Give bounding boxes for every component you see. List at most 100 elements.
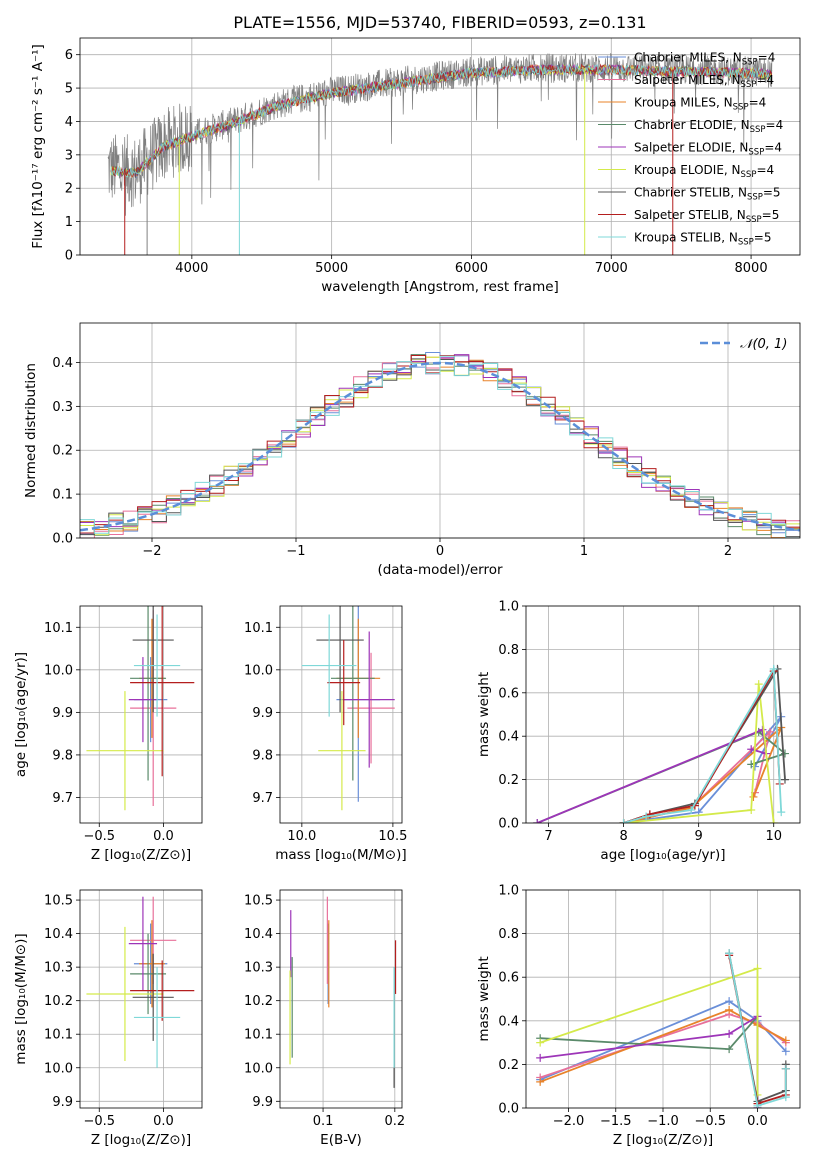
y-tick-label: 0.3 [52,400,73,415]
legend-tail: =4 [764,141,782,155]
legend-label: Kroupa STELIB, NSSP=5 [634,231,772,248]
plot-mass_vs_Z: −0.5 0.0 9.9 10.0 10.1 10.2 10.3 10.4 10.5 Z [log… [13,889,203,1148]
ticks: −2 −1 0 1 2 0.0 0.1 0.2 0.3 0.4 [52,356,732,559]
legend-label: 𝒩(0, 1) [740,337,787,352]
spectrum-model-kroupa_stelib [110,63,773,178]
weight-marker-kroupa_stelib [777,808,786,817]
x-tick-label: −1.0 [647,1114,679,1129]
legend-text: Chabrier STELIB, N [634,186,747,200]
x-axis-label: (data-model)/error [377,562,503,578]
grid [80,890,202,1108]
weight-marker-kroupa_stelib [687,805,696,814]
y-tick-label: 0.0 [498,817,519,832]
y-tick-label: 0.2 [52,444,73,459]
y-tick-label: 3 [65,148,73,163]
y-tick-label: 10.5 [44,894,73,909]
weight-marker-kroupa_stelib [781,1064,790,1073]
figure-title: PLATE=1556, MJD=53740, FIBERID=0593, z=0… [233,13,646,32]
y-tick-label: 10.3 [44,961,73,976]
legend-text: Kroupa ELODIE, N [634,163,741,177]
y-tick-label: 0.0 [52,532,73,547]
y-tick-label: 0.1 [52,488,73,503]
x-tick-label: 0 [436,544,444,559]
weight-marker-kroupa_stelib [619,819,628,823]
y-tick-label: 9.7 [252,791,273,806]
x-tick-label: 0.0 [153,1114,174,1129]
weight-marker-kroupa_stelib [725,949,734,958]
y-tick-label: 9.8 [52,748,73,763]
y-axis-label: Normed distribution [23,363,39,498]
ticks: −0.5 0.0 9.9 10.0 10.1 10.2 10.3 10.4 10.5 [44,894,174,1129]
legend-tail: =4 [758,51,776,65]
x-tick-label: 7000 [595,261,628,276]
weight-line-kroupa_elodie [623,684,775,823]
y-tick-label: 5 [65,82,73,97]
y-tick-label: 10.1 [244,1028,273,1043]
axes-frame [525,605,801,824]
plot-area [86,606,195,811]
legend-label: Kroupa ELODIE, NSSP=4 [634,163,774,180]
y-tick-label: 9.9 [52,1095,73,1110]
legend-text: Chabrier ELODIE, N [634,118,750,132]
legend-sub: SSP [738,238,754,248]
x-tick-label: 10.5 [378,829,407,844]
grid [280,606,402,823]
x-axis-label: wavelength [Angstrom, rest frame] [321,279,559,295]
x-tick-label: 10.0 [287,829,316,844]
legend-label: Salpeter MILES, NSSP=4 [634,73,774,90]
y-tick-label: 4 [65,115,73,130]
grid [280,890,402,1108]
legend-tail: =5 [762,208,780,222]
y-tick-label: 0.4 [498,730,519,745]
plot-area [533,664,789,823]
weight-line-kroupa_stelib [728,953,787,1107]
ticks: 4000 5000 6000 7000 8000 0 1 2 3 4 5 6 [65,48,768,276]
legend-text: Kroupa STELIB, N [634,231,738,245]
y-tick-label: 1.0 [498,884,519,899]
ticks: −0.5 0.0 9.7 9.8 9.9 10.0 10.1 [44,621,174,844]
legend-text: Kroupa MILES, N [634,96,733,110]
weight-line-chabrier_miles [539,1000,787,1081]
plot-mass_vs_ebv: 0.1 0.2 9.9 10.0 10.1 10.2 10.3 10.4 10.5 E(B-V) [244,889,405,1148]
legend-sub: SSP [750,125,766,135]
x-tick-label: −0.5 [83,1114,115,1129]
weight-line-chabrier_elodie [540,1013,759,1108]
weight-marker-salpeter_miles [765,727,774,736]
histogram-kroupa_stelib [80,355,800,538]
weight-marker-salpeter_elodie [536,1053,545,1062]
x-tick-label: 7 [544,829,552,844]
x-axis-label: E(B-V) [320,1132,362,1148]
y-tick-label: 10.4 [244,927,273,942]
axes-frame [525,889,801,1109]
weight-marker-chabrier_miles [725,997,734,1006]
x-tick-label: −2.0 [553,1114,585,1129]
x-tick-label: 0.0 [153,829,174,844]
legend-tail: =5 [754,231,772,245]
axes-frame [79,322,801,539]
x-axis-label: age [log₁₀(age/yr)] [600,847,725,863]
y-tick-label: 10.2 [244,994,273,1009]
legend-sub: SSP [748,148,764,158]
y-tick-label: 0.4 [52,356,73,371]
legend-text: Salpeter STELIB, N [634,208,746,222]
x-tick-label: 1 [580,544,588,559]
weight-marker-kroupa_miles [536,1077,545,1086]
y-tick-label: 10.2 [44,994,73,1009]
legend-tail: =4 [749,96,767,110]
x-tick-label: −1 [286,544,305,559]
y-axis-label: mass weight [476,956,492,1041]
plots-layer: 4000 5000 6000 7000 8000 0 1 2 3 4 5 6 wavelength [A… [13,37,801,1148]
legend-sub: SSP [742,58,758,68]
legend-sub: SSP [733,103,749,113]
y-tick-label: 0.4 [498,1014,519,1029]
plot-residuals: −2 −1 0 1 2 0.0 0.1 0.2 0.3 0.4 (data-model)/error… [23,322,801,578]
weight-line-salpeter_elodie [540,1014,759,1108]
y-tick-label: 2 [65,182,73,197]
y-tick-label: 10.0 [44,663,73,678]
plot-area [107,53,773,255]
y-tick-label: 9.9 [252,706,273,721]
weight-marker-chabrier_elodie [780,749,789,758]
axes-frame [79,889,203,1109]
